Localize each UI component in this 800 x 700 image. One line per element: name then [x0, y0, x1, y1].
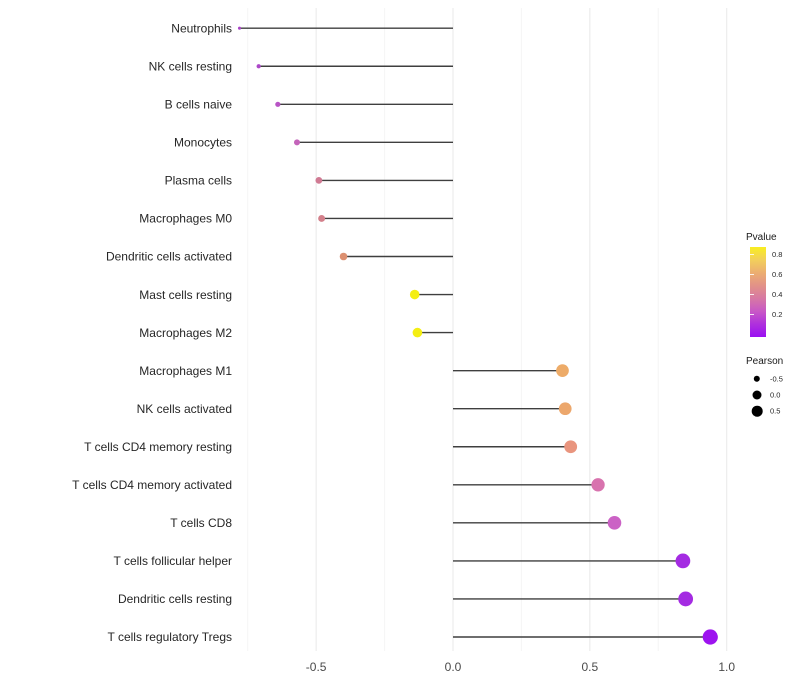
lollipop-dot [564, 440, 578, 454]
pvalue-tick-label: 0.4 [772, 289, 783, 299]
category-label: Mast cells resting [139, 288, 232, 302]
category-label: NK cells activated [137, 402, 232, 416]
category-label: Macrophages M1 [139, 364, 232, 378]
lollipop-dot [275, 101, 281, 107]
pearson-legend-title: Pearson [746, 356, 784, 367]
lollipop-dot [293, 139, 301, 146]
pvalue-legend-title: Pvalue [746, 232, 777, 243]
x-tick-label: 1.0 [718, 660, 735, 674]
category-label: NK cells resting [149, 59, 232, 73]
category-label: Monocytes [174, 136, 232, 150]
pearson-legend-row: 0.0 [746, 387, 800, 403]
lollipop-dot [591, 478, 605, 492]
x-tick-label: 0.0 [445, 660, 462, 674]
category-label: Dendritic cells resting [118, 592, 232, 606]
pvalue-tick-mark [750, 314, 754, 315]
category-label: T cells CD4 memory resting [84, 440, 232, 454]
pearson-legend-dot [752, 390, 762, 400]
pvalue-legend: Pvalue 0.8 0.6 0.4 0.2 [746, 232, 800, 343]
category-label: Dendritic cells activated [106, 250, 232, 264]
lollipop-dot [318, 214, 326, 222]
lollipop-dot [409, 289, 420, 300]
category-label: T cells regulatory Tregs [108, 630, 233, 644]
pvalue-tick-label: 0.6 [772, 269, 783, 279]
category-label: T cells follicular helper [114, 554, 233, 568]
category-label: T cells CD8 [170, 516, 232, 530]
category-label: Macrophages M2 [139, 326, 232, 340]
category-label: Plasma cells [165, 174, 232, 188]
category-label: T cells CD4 memory activated [72, 478, 232, 492]
lollipop-dot [558, 402, 572, 416]
pearson-legend-label: 0.0 [770, 390, 781, 400]
x-tick-label: -0.5 [306, 660, 327, 674]
pearson-legend-row: -0.5 [746, 371, 800, 387]
pvalue-tick-mark [750, 254, 754, 255]
lollipop-dot [702, 629, 718, 645]
lollipop-dot [607, 516, 622, 530]
lollipop-dot [237, 26, 242, 30]
lollipop-dot [678, 591, 694, 607]
lollipop-dot [556, 364, 569, 377]
pearson-legend-dot [751, 405, 763, 417]
pvalue-tick-mark [750, 274, 754, 275]
lollipop-dot [256, 64, 261, 69]
pearson-legend-dot [753, 375, 761, 383]
pvalue-gradient-bar [750, 247, 766, 337]
lollipop-dot [675, 553, 691, 569]
lollipop-dot [315, 176, 323, 184]
pearson-legend-row: 0.5 [746, 403, 800, 419]
lollipop-dot [339, 252, 348, 261]
category-label: B cells naive [165, 98, 233, 112]
pvalue-gradient-wrap: 0.8 0.6 0.4 0.2 [746, 247, 800, 343]
x-tick-label: 0.5 [582, 660, 599, 674]
pearson-legend: Pearson -0.5 0.0 0.5 [746, 356, 800, 419]
pvalue-tick-label: 0.8 [772, 249, 783, 259]
pearson-legend-label: -0.5 [770, 374, 783, 384]
pvalue-tick-mark [750, 294, 754, 295]
category-label: Macrophages M0 [139, 212, 232, 226]
category-label: Neutrophils [171, 21, 232, 35]
pvalue-tick-label: 0.2 [772, 309, 783, 319]
pearson-legend-label: 0.5 [770, 406, 781, 416]
pearson-legend-items: -0.5 0.0 0.5 [746, 371, 800, 419]
lollipop-dot [412, 327, 423, 338]
